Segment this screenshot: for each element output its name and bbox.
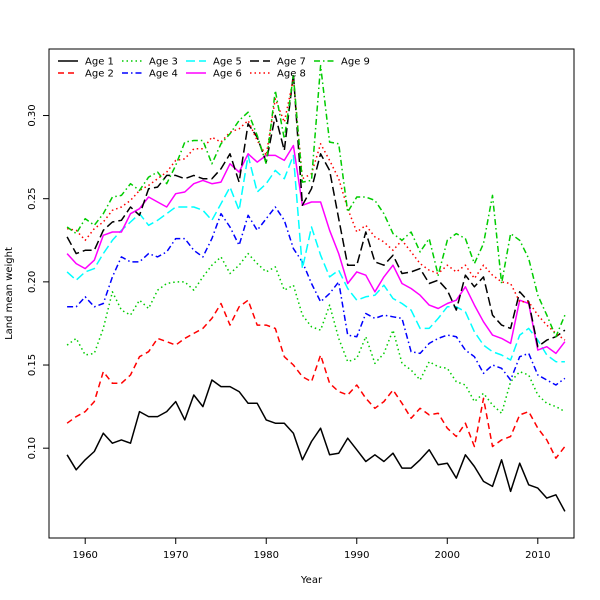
x-tick-label: 1970 [163, 550, 188, 561]
legend-label: Age 8 [277, 69, 306, 80]
x-tick-label: 1980 [254, 550, 279, 561]
series-line-age-3 [66, 252, 566, 415]
series-line-age-9 [66, 64, 566, 338]
x-tick-label: 1990 [344, 550, 369, 561]
series-line-age-5 [66, 154, 565, 363]
y-tick-label: 0.10 [27, 437, 38, 459]
series-line-age-4 [67, 206, 566, 386]
legend-label: Age 4 [149, 69, 178, 80]
legend-label: Age 7 [277, 57, 306, 68]
legend-item-age-3: Age 3 [122, 57, 178, 68]
legend-label: Age 3 [149, 57, 178, 68]
legend-item-age-9: Age 9 [314, 57, 370, 68]
y-axis: 0.10 0.15 0.20 0.25 0.30 [27, 104, 49, 459]
legend-label: Age 9 [341, 57, 370, 68]
y-tick-label: 0.15 [27, 354, 38, 376]
y-tick-label: 0.25 [27, 188, 38, 210]
legend-item-age-7: Age 7 [250, 57, 306, 68]
x-axis: 1960 1970 1980 1990 2000 2010 [72, 538, 551, 561]
plot-lines [66, 64, 566, 512]
x-tick-label: 1960 [72, 550, 97, 561]
series-line-age-1 [66, 379, 566, 512]
y-axis-title: Land mean weight [4, 247, 15, 340]
x-tick-label: 2000 [435, 550, 460, 561]
legend-item-age-8: Age 8 [250, 69, 306, 80]
y-tick-label: 0.20 [27, 271, 38, 293]
x-axis-title: Year [300, 575, 323, 586]
series-line-age-6 [66, 144, 566, 355]
legend-item-age-4: Age 4 [122, 69, 178, 80]
x-tick-label: 2010 [525, 550, 550, 561]
legend-item-age-1: Age 1 [58, 57, 114, 68]
legend-item-age-2: Age 2 [58, 69, 114, 80]
legend-label: Age 1 [85, 57, 114, 68]
legend-label: Age 6 [213, 69, 242, 80]
series-line-age-2 [66, 299, 566, 459]
legend-item-age-5: Age 5 [186, 57, 242, 68]
y-tick-label: 0.30 [27, 104, 38, 126]
legend-label: Age 5 [213, 57, 242, 68]
plot-frame [48, 48, 575, 539]
legend-label: Age 2 [85, 69, 114, 80]
series-line-age-7 [66, 73, 566, 348]
legend-item-age-6: Age 6 [186, 69, 242, 80]
